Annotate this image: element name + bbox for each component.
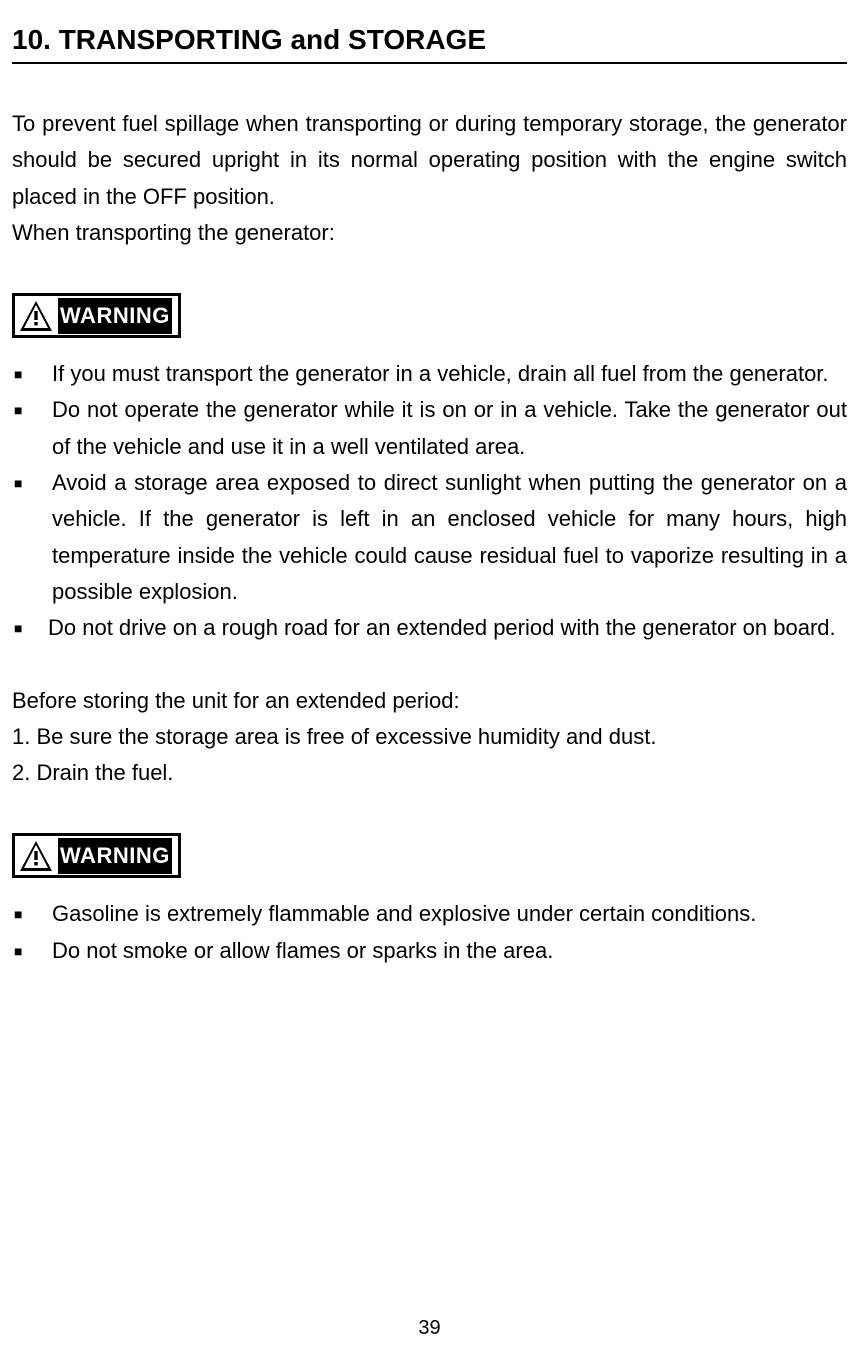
warning-bullet-list-1: ■ If you must transport the generator in… bbox=[12, 356, 847, 610]
warning-bullet-list-2: ■ Gasoline is extremely flammable and ex… bbox=[12, 896, 847, 969]
warning-label: WARNING bbox=[58, 838, 172, 874]
warning-box: WARNING bbox=[12, 293, 181, 338]
list-item: ■ Do not smoke or allow flames or sparks… bbox=[12, 933, 847, 969]
warning-triangle-icon bbox=[19, 840, 53, 872]
storage-intro: Before storing the unit for an extended … bbox=[12, 683, 847, 719]
warning-triangle-icon bbox=[19, 300, 53, 332]
list-item: ■Do not drive on a rough road for an ext… bbox=[12, 610, 847, 646]
intro-paragraph: To prevent fuel spillage when transporti… bbox=[12, 106, 847, 215]
bullet-icon: ■ bbox=[12, 465, 52, 610]
bullet-text: If you must transport the generator in a… bbox=[52, 356, 847, 392]
numbered-item: 1. Be sure the storage area is free of e… bbox=[12, 719, 847, 755]
bullet-icon: ■ bbox=[12, 933, 52, 969]
storage-section: Before storing the unit for an extended … bbox=[12, 683, 847, 792]
list-item: ■ Avoid a storage area exposed to direct… bbox=[12, 465, 847, 610]
bullet-icon: ■ bbox=[12, 617, 48, 640]
intro-subline: When transporting the generator: bbox=[12, 215, 847, 251]
bullet-text: Do not drive on a rough road for an exte… bbox=[48, 615, 836, 640]
warning-label: WARNING bbox=[58, 298, 172, 334]
list-item: ■ If you must transport the generator in… bbox=[12, 356, 847, 392]
section-title: 10. TRANSPORTING and STORAGE bbox=[12, 24, 847, 56]
warning-box: WARNING bbox=[12, 833, 181, 878]
page-number: 39 bbox=[0, 1317, 859, 1340]
bullet-text: Do not smoke or allow flames or sparks i… bbox=[52, 933, 847, 969]
bullet-text: Gasoline is extremely flammable and expl… bbox=[52, 896, 847, 932]
bullet-icon: ■ bbox=[12, 392, 52, 465]
bullet-icon: ■ bbox=[12, 896, 52, 932]
list-item: ■ Do not operate the generator while it … bbox=[12, 392, 847, 465]
numbered-item: 2. Drain the fuel. bbox=[12, 755, 847, 791]
list-item: ■ Gasoline is extremely flammable and ex… bbox=[12, 896, 847, 932]
bullet-text: Avoid a storage area exposed to direct s… bbox=[52, 465, 847, 610]
title-underline bbox=[12, 62, 847, 64]
bullet-text: Do not operate the generator while it is… bbox=[52, 392, 847, 465]
bullet-icon: ■ bbox=[12, 356, 52, 392]
